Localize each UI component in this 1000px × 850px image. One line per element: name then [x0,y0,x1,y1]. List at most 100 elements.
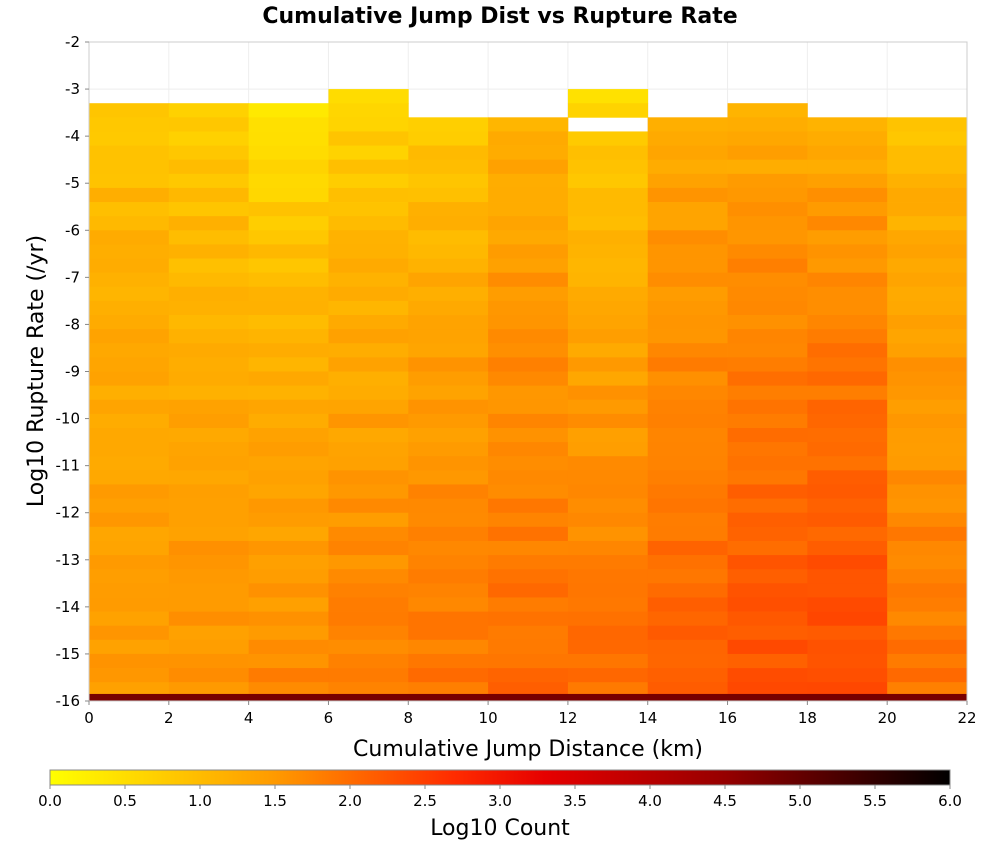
heatmap-cell [647,145,728,161]
x-tick-label: 16 [718,709,737,727]
heatmap-cell [89,272,170,288]
heatmap-cell [647,399,728,415]
heatmap-cell [168,653,250,669]
heatmap-cell [727,145,808,161]
heatmap-cell [408,526,489,542]
heatmap-cell [807,272,888,288]
y-tick-label: -6 [65,221,80,239]
heatmap-cell [887,597,968,612]
heatmap-cell [168,343,250,358]
heatmap-cell [168,272,250,288]
heatmap-cell [328,540,409,556]
heatmap-cell [567,484,649,499]
heatmap-cell [328,272,409,288]
heatmap-cell [168,371,250,387]
heatmap-cell [727,583,808,598]
heatmap-cell [248,484,329,499]
heatmap-cell [488,187,569,203]
heatmap-cell [248,625,329,641]
heatmap-cell [567,216,649,231]
heatmap-cell [887,385,968,401]
heatmap-cell [89,611,170,627]
heatmap-cell [408,583,489,598]
heatmap-cell [328,329,409,344]
heatmap-cell [168,625,250,641]
heatmap-cell [248,668,329,683]
heatmap-cell [408,216,489,231]
heatmap-cell [727,498,808,514]
heatmap-cell [168,583,250,598]
heatmap-cell [567,329,649,344]
heatmap-cell [408,329,489,344]
heatmap-cell [807,357,888,372]
heatmap-cell [248,244,329,259]
heatmap-cell [408,625,489,641]
heatmap-cell [807,117,888,132]
heatmap-cell [807,498,888,514]
heatmap-cell [248,555,329,570]
heatmap-cell [168,470,250,485]
heatmap-cell [168,117,250,132]
heatmap-cell [807,484,888,499]
heatmap-cell [887,371,968,387]
heatmap-cell [567,639,649,655]
heatmap-cell [488,399,569,415]
heatmap-cell [488,682,569,695]
heatmap-cell [89,357,170,372]
heatmap-cell [168,202,250,217]
y-tick-label: -5 [65,174,80,192]
heatmap-cell [408,385,489,401]
heatmap-cell [168,555,250,570]
heatmap-cell [488,569,569,584]
colorbar-tick-label: 0.0 [38,792,62,810]
heatmap-cell [168,597,250,612]
heatmap-cell [647,117,728,132]
heatmap-cell [168,329,250,344]
heatmap-cell [328,315,409,330]
heatmap-cell [488,427,569,443]
heatmap-cell [488,668,569,683]
heatmap-cell [248,357,329,372]
heatmap-cell [408,611,489,627]
heatmap-cell [488,315,569,330]
heatmap-cell [89,625,170,641]
y-axis-ticks: -2 -3 -4 -5 -6 -7 -8 -9 -10 -11 -12 -13 -14 -15 -16 [56,33,89,710]
heatmap-cell [248,103,329,118]
heatmap-cell [567,526,649,542]
heatmap-cell [647,357,728,372]
y-tick-label: -4 [65,127,80,145]
heatmap-cell [647,484,728,499]
heatmap-cell [408,272,489,288]
heatmap-cell [248,569,329,584]
x-tick-label: 20 [878,709,897,727]
heatmap-cell [887,343,968,358]
heatmap-cell [887,442,968,457]
heatmap-cell [89,230,170,245]
heatmap-cell [89,555,170,570]
heatmap-cell [328,498,409,514]
heatmap-cell [807,131,888,146]
heatmap-cell [647,131,728,146]
heatmap-cell [567,300,649,316]
heatmap-cell [328,456,409,471]
x-axis-label: Cumulative Jump Distance (km) [353,737,703,762]
heatmap-cell [168,103,250,118]
heatmap-cell [408,555,489,570]
heatmap-cell [887,555,968,570]
heatmap-cell [488,343,569,358]
heatmap-cell [807,329,888,344]
heatmap-cell [168,300,250,316]
heatmap-cell [168,668,250,683]
heatmap-cell [807,202,888,217]
heatmap-cell [89,569,170,584]
heatmap-cell [807,639,888,655]
heatmap-cell [488,117,569,132]
heatmap-cell [328,300,409,316]
colorbar-tick-label: 1.5 [263,792,287,810]
heatmap-cell [488,300,569,316]
heatmap-cell [89,399,170,415]
heatmap-cell [727,202,808,217]
y-tick-label: -3 [65,80,80,98]
heatmap-cell [647,498,728,514]
heatmap-cell [807,668,888,683]
